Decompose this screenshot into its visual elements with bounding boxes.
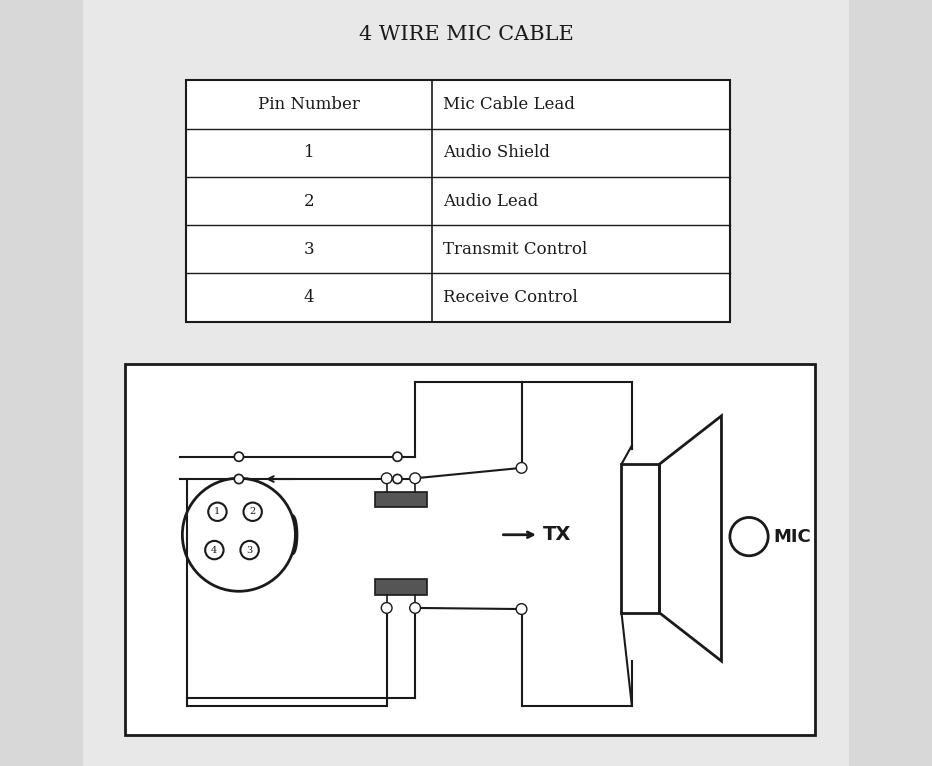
Circle shape bbox=[183, 478, 295, 591]
Text: 2: 2 bbox=[250, 507, 255, 516]
Circle shape bbox=[381, 473, 392, 483]
Text: Transmit Control: Transmit Control bbox=[443, 241, 587, 258]
Text: 1: 1 bbox=[304, 144, 314, 162]
Bar bbox=[186, 80, 731, 322]
Circle shape bbox=[208, 502, 226, 521]
Text: 4: 4 bbox=[304, 289, 314, 306]
Circle shape bbox=[381, 603, 392, 614]
Circle shape bbox=[410, 473, 420, 483]
Circle shape bbox=[410, 603, 420, 614]
Bar bbox=[375, 492, 427, 507]
Circle shape bbox=[516, 604, 527, 614]
Text: 3: 3 bbox=[246, 545, 253, 555]
Circle shape bbox=[240, 541, 259, 559]
Text: 1: 1 bbox=[214, 507, 221, 516]
Text: 4 WIRE MIC CABLE: 4 WIRE MIC CABLE bbox=[359, 25, 573, 44]
Circle shape bbox=[516, 463, 527, 473]
Text: Receive Control: Receive Control bbox=[443, 289, 578, 306]
Circle shape bbox=[243, 502, 262, 521]
Text: 2: 2 bbox=[304, 192, 314, 210]
Text: 4: 4 bbox=[212, 545, 217, 555]
Circle shape bbox=[393, 452, 402, 461]
Bar bbox=[622, 464, 660, 613]
Text: Pin Number: Pin Number bbox=[258, 96, 360, 113]
Text: TX: TX bbox=[542, 525, 571, 545]
Text: Audio Shield: Audio Shield bbox=[443, 144, 550, 162]
Circle shape bbox=[234, 474, 243, 483]
Bar bbox=[125, 364, 815, 735]
Circle shape bbox=[205, 541, 224, 559]
Text: Mic Cable Lead: Mic Cable Lead bbox=[443, 96, 575, 113]
Circle shape bbox=[393, 474, 402, 483]
Bar bbox=[375, 579, 427, 594]
Text: 3: 3 bbox=[304, 241, 314, 258]
Text: MIC: MIC bbox=[774, 528, 811, 545]
Circle shape bbox=[234, 452, 243, 461]
Text: Audio Lead: Audio Lead bbox=[443, 192, 539, 210]
